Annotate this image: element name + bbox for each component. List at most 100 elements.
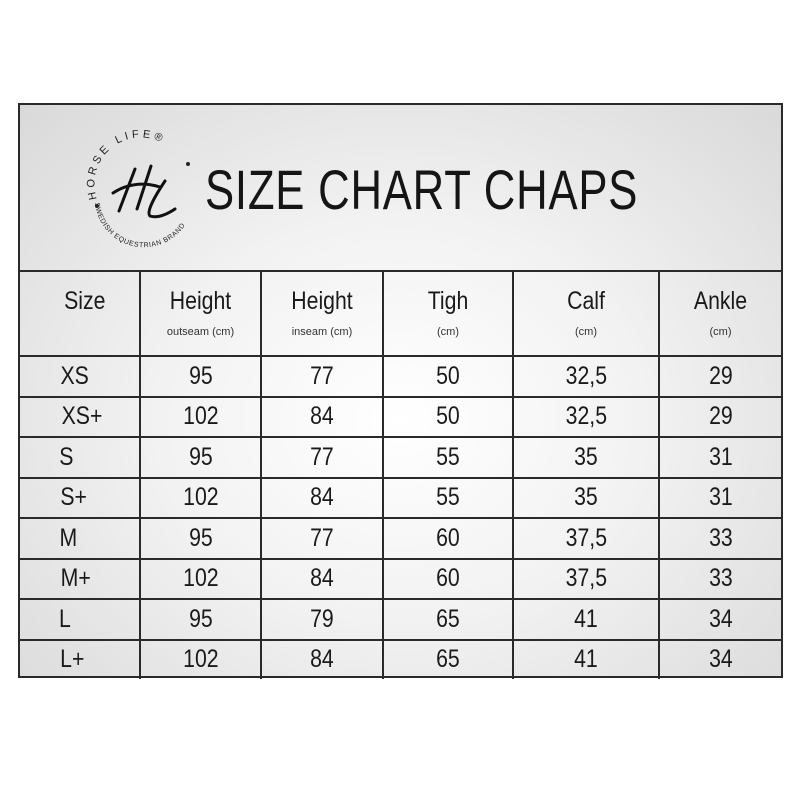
value-cell: 35 xyxy=(512,436,660,479)
value-cell: 34 xyxy=(658,598,781,641)
size-table: Size Height outseam (cm) Height inseam (cm) T… xyxy=(20,270,781,679)
cell-text: 32,5 xyxy=(565,402,607,431)
column-header: Height inseam (cm) xyxy=(260,270,384,357)
cell-text: 35 xyxy=(574,442,598,471)
value-cell: 84 xyxy=(260,395,384,438)
cell-text: 102 xyxy=(182,483,219,512)
cell-text: 84 xyxy=(310,564,334,593)
value-cell: 60 xyxy=(382,517,514,560)
value-cell: 50 xyxy=(382,355,514,398)
column-header: Size xyxy=(20,270,141,357)
value-cell: 102 xyxy=(139,557,262,600)
cell-text: 35 xyxy=(574,483,598,512)
cell-text: 60 xyxy=(436,523,460,552)
size-cell: S xyxy=(20,436,141,479)
value-cell: 77 xyxy=(260,436,384,479)
cell-text: 32,5 xyxy=(565,361,607,390)
table-row: XS+ 102 84 50 32,5 29 xyxy=(20,395,781,438)
column-unit: (cm) xyxy=(437,326,459,338)
cell-text: 65 xyxy=(436,604,460,633)
column-header: Calf (cm) xyxy=(512,270,660,357)
cell-text: 29 xyxy=(708,402,733,431)
column-label: Calf xyxy=(567,287,605,315)
size-cell: XS xyxy=(20,355,141,398)
value-cell: 41 xyxy=(512,598,660,641)
cell-text: 95 xyxy=(188,604,213,633)
cell-text: 34 xyxy=(708,604,733,633)
value-cell: 33 xyxy=(658,517,781,560)
cell-text: 41 xyxy=(574,604,598,633)
cell-text: 50 xyxy=(436,361,460,390)
cell-text: 55 xyxy=(436,442,460,471)
value-cell: 102 xyxy=(139,476,262,519)
size-cell: S+ xyxy=(20,476,141,519)
column-unit: (cm) xyxy=(575,326,597,338)
size-cell: L+ xyxy=(20,638,141,679)
cell-text: 33 xyxy=(708,523,733,552)
value-cell: 95 xyxy=(139,517,262,560)
cell-text: 31 xyxy=(708,483,733,512)
value-cell: 55 xyxy=(382,436,514,479)
value-cell: 34 xyxy=(658,638,781,679)
value-cell: 31 xyxy=(658,436,781,479)
cell-text: 95 xyxy=(188,523,213,552)
cell-text: 29 xyxy=(708,361,733,390)
size-chart: HORSE LIFE® SWEDISH EQUESTRIAN BRAND SIZ… xyxy=(18,103,783,679)
size-cell: XS+ xyxy=(20,395,141,438)
value-cell: 77 xyxy=(260,517,384,560)
cell-text: 37,5 xyxy=(565,564,607,593)
table-row: S+ 102 84 55 35 31 xyxy=(20,476,781,519)
cell-text: 84 xyxy=(310,645,334,674)
value-cell: 77 xyxy=(260,355,384,398)
cell-text: 37,5 xyxy=(565,523,607,552)
value-cell: 33 xyxy=(658,557,781,600)
value-cell: 84 xyxy=(260,476,384,519)
column-label: Tigh xyxy=(427,287,469,315)
cell-text: S xyxy=(59,442,74,471)
column-unit: (cm) xyxy=(709,326,732,338)
value-cell: 84 xyxy=(260,557,384,600)
column-unit: inseam (cm) xyxy=(291,326,353,338)
value-cell: 65 xyxy=(382,638,514,679)
value-cell: 84 xyxy=(260,638,384,679)
cell-text: 65 xyxy=(436,645,460,674)
size-cell: M+ xyxy=(20,557,141,600)
column-header: Tigh (cm) xyxy=(382,270,514,357)
cell-text: 77 xyxy=(310,442,334,471)
cell-text: 31 xyxy=(708,442,733,471)
cell-text: S+ xyxy=(60,483,87,512)
value-cell: 65 xyxy=(382,598,514,641)
value-cell: 95 xyxy=(139,436,262,479)
page-title: SIZE CHART CHAPS xyxy=(205,158,639,221)
value-cell: 60 xyxy=(382,557,514,600)
value-cell: 102 xyxy=(139,395,262,438)
cell-text: 95 xyxy=(188,361,213,390)
table-header-row: Size Height outseam (cm) Height inseam (cm) T… xyxy=(20,270,781,357)
table-row: M+ 102 84 60 37,5 33 xyxy=(20,557,781,600)
value-cell: 37,5 xyxy=(512,517,660,560)
cell-text: 102 xyxy=(182,564,219,593)
value-cell: 79 xyxy=(260,598,384,641)
cell-text: M+ xyxy=(60,564,91,593)
cell-text: 84 xyxy=(310,402,334,431)
column-header: Ankle (cm) xyxy=(658,270,781,357)
cell-text: 77 xyxy=(310,523,334,552)
cell-text: XS+ xyxy=(61,402,103,431)
size-cell: M xyxy=(20,517,141,560)
column-label: Height xyxy=(291,287,353,315)
chart-header: HORSE LIFE® SWEDISH EQUESTRIAN BRAND SIZ… xyxy=(20,105,781,272)
value-cell: 32,5 xyxy=(512,355,660,398)
cell-text: 33 xyxy=(708,564,733,593)
horse-life-logo: HORSE LIFE® SWEDISH EQUESTRIAN BRAND xyxy=(85,128,190,249)
value-cell: 32,5 xyxy=(512,395,660,438)
column-label: Size xyxy=(64,287,106,315)
column-label: Height xyxy=(169,287,232,315)
value-cell: 95 xyxy=(139,598,262,641)
table-row: S 95 77 55 35 31 xyxy=(20,436,781,479)
value-cell: 102 xyxy=(139,638,262,679)
cell-text: L+ xyxy=(60,645,85,674)
table-row: L+ 102 84 65 41 34 xyxy=(20,638,781,679)
value-cell: 95 xyxy=(139,355,262,398)
cell-text: 95 xyxy=(188,442,213,471)
cell-text: 84 xyxy=(310,483,334,512)
